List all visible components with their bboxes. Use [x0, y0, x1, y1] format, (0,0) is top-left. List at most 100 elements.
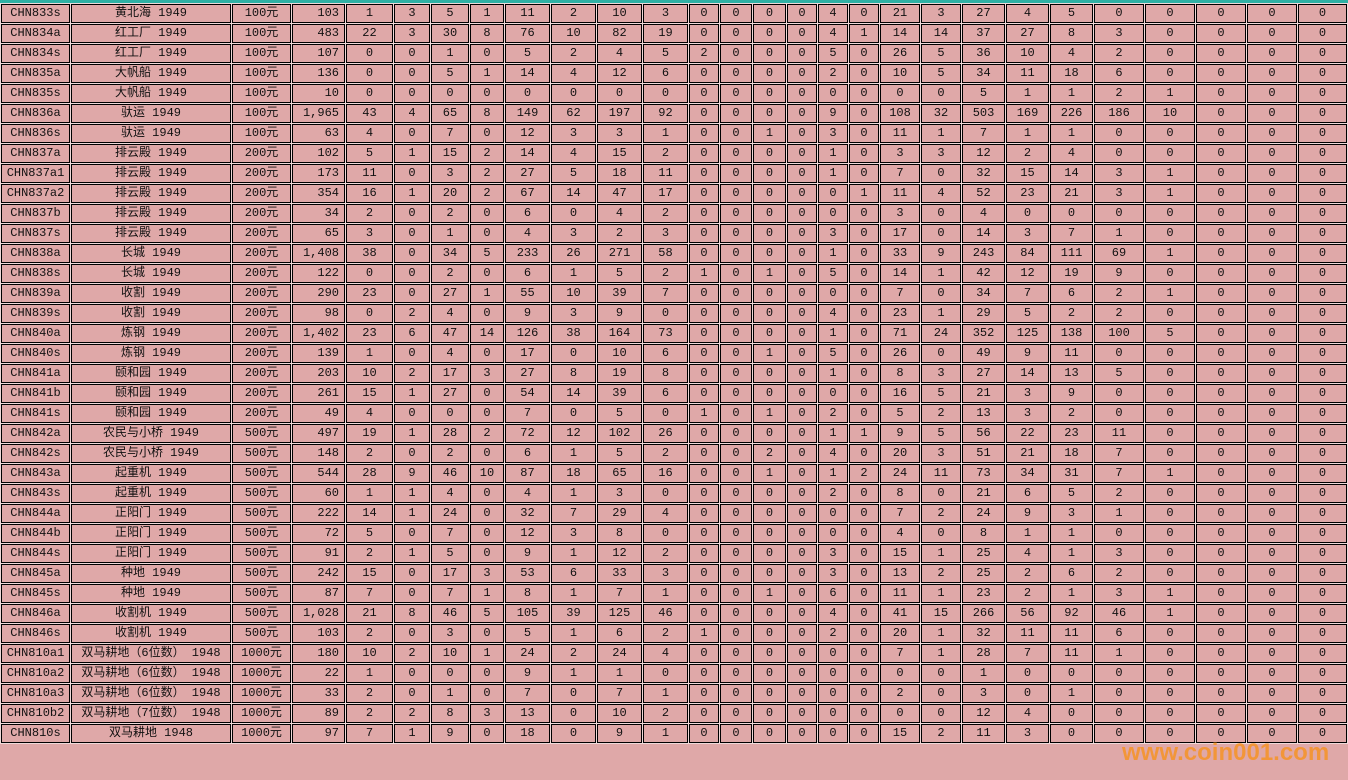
cell-grade-count: 0 — [551, 724, 596, 743]
cell-denomination: 200元 — [232, 184, 291, 203]
cell-grade-count: 65 — [597, 464, 642, 483]
cell-grade-count: 0 — [1094, 684, 1144, 703]
cell-grade-count: 2 — [1006, 564, 1049, 583]
cell-grade-count: 0 — [753, 104, 786, 123]
cell-total-count: 222 — [292, 504, 345, 523]
cell-grade-count: 0 — [1145, 544, 1195, 563]
cell-grade-count: 0 — [1298, 504, 1347, 523]
cell-grade-count: 14 — [551, 384, 596, 403]
cell-total-count: 242 — [292, 564, 345, 583]
cell-grade-count: 26 — [880, 44, 920, 63]
cell-catalog-number: CHN838a — [1, 244, 70, 263]
cell-total-count: 1,965 — [292, 104, 345, 123]
cell-grade-count: 29 — [597, 504, 642, 523]
cell-grade-count: 0 — [689, 144, 719, 163]
cell-name-year: 大帆船 1949 — [71, 64, 231, 83]
cell-grade-count: 0 — [849, 324, 879, 343]
cell-grade-count: 6 — [1094, 64, 1144, 83]
cell-grade-count: 0 — [643, 484, 688, 503]
cell-grade-count: 1 — [1050, 124, 1093, 143]
cell-grade-count: 27 — [505, 364, 550, 383]
cell-grade-count: 55 — [505, 284, 550, 303]
cell-grade-count: 1 — [1094, 644, 1144, 663]
cell-grade-count: 7 — [880, 504, 920, 523]
cell-grade-count: 1 — [394, 484, 430, 503]
banknote-price-table: CHN833s 黄北海 1949 100元 103 1 3 5 1 11 2 10 3 0 0 0 0 4 0 21… — [0, 3, 1348, 744]
cell-grade-count: 0 — [689, 384, 719, 403]
cell-grade-count: 2 — [921, 504, 961, 523]
cell-name-year: 正阳门 1949 — [71, 524, 231, 543]
cell-grade-count: 0 — [470, 484, 504, 503]
cell-grade-count: 0 — [470, 444, 504, 463]
cell-grade-count: 6 — [643, 344, 688, 363]
cell-grade-count: 1 — [849, 184, 879, 203]
cell-denomination: 100元 — [232, 124, 291, 143]
cell-grade-count: 2 — [849, 464, 879, 483]
cell-grade-count: 0 — [1145, 364, 1195, 383]
cell-grade-count: 0 — [470, 664, 504, 683]
cell-total-count: 91 — [292, 544, 345, 563]
cell-grade-count: 1 — [689, 404, 719, 423]
cell-grade-count: 9 — [1006, 344, 1049, 363]
cell-grade-count: 9 — [597, 724, 642, 743]
cell-grade-count: 2 — [346, 624, 393, 643]
cell-grade-count: 1 — [643, 684, 688, 703]
cell-grade-count: 23 — [962, 584, 1005, 603]
cell-grade-count: 0 — [1247, 44, 1297, 63]
cell-grade-count: 1 — [1145, 584, 1195, 603]
cell-grade-count: 0 — [753, 564, 786, 583]
cell-grade-count: 0 — [1247, 644, 1297, 663]
cell-grade-count: 46 — [431, 604, 469, 623]
cell-grade-count: 0 — [1247, 384, 1297, 403]
cell-grade-count: 0 — [1196, 724, 1246, 743]
cell-grade-count: 9 — [921, 244, 961, 263]
cell-grade-count: 1 — [818, 324, 848, 343]
cell-catalog-number: CHN844a — [1, 504, 70, 523]
cell-catalog-number: CHN839a — [1, 284, 70, 303]
cell-grade-count: 0 — [1196, 404, 1246, 423]
cell-catalog-number: CHN837a1 — [1, 164, 70, 183]
cell-grade-count: 1 — [643, 584, 688, 603]
table-row: CHN841s 颐和园 1949 200元 49 4 0 0 0 7 0 5 0 1 0 1 0 2 0 5 2 13 3… — [1, 404, 1347, 423]
cell-grade-count: 0 — [753, 684, 786, 703]
cell-grade-count: 1 — [849, 424, 879, 443]
cell-grade-count: 11 — [880, 124, 920, 143]
cell-grade-count: 5 — [921, 424, 961, 443]
cell-grade-count: 0 — [1145, 144, 1195, 163]
cell-grade-count: 22 — [1006, 424, 1049, 443]
cell-grade-count: 16 — [880, 384, 920, 403]
cell-grade-count: 5 — [880, 404, 920, 423]
cell-grade-count: 0 — [1196, 164, 1246, 183]
cell-grade-count: 33 — [597, 564, 642, 583]
cell-grade-count: 0 — [689, 324, 719, 343]
cell-grade-count: 226 — [1050, 104, 1093, 123]
cell-grade-count: 4 — [818, 24, 848, 43]
cell-grade-count: 72 — [505, 424, 550, 443]
cell-grade-count: 41 — [880, 604, 920, 623]
cell-grade-count: 126 — [505, 324, 550, 343]
cell-grade-count: 0 — [787, 184, 817, 203]
cell-grade-count: 34 — [962, 64, 1005, 83]
cell-grade-count: 1 — [1050, 684, 1093, 703]
cell-grade-count: 0 — [597, 84, 642, 103]
cell-grade-count: 3 — [551, 124, 596, 143]
cell-grade-count: 0 — [1145, 4, 1195, 23]
cell-grade-count: 0 — [346, 264, 393, 283]
cell-denomination: 200元 — [232, 304, 291, 323]
cell-name-year: 收割 1949 — [71, 284, 231, 303]
cell-grade-count: 26 — [551, 244, 596, 263]
cell-grade-count: 7 — [880, 284, 920, 303]
cell-grade-count: 0 — [1298, 444, 1347, 463]
cell-grade-count: 18 — [1050, 444, 1093, 463]
cell-grade-count: 20 — [431, 184, 469, 203]
cell-grade-count: 3 — [597, 484, 642, 503]
cell-grade-count: 24 — [962, 504, 1005, 523]
cell-name-year: 种地 1949 — [71, 564, 231, 583]
cell-grade-count: 3 — [1094, 584, 1144, 603]
table-row: CHN845s 种地 1949 500元 87 7 0 7 1 8 1 7 1 0 0 1 0 6 0 11 1 23 2… — [1, 584, 1347, 603]
cell-grade-count: 0 — [921, 524, 961, 543]
cell-grade-count: 0 — [1247, 4, 1297, 23]
cell-catalog-number: CHN834s — [1, 44, 70, 63]
cell-grade-count: 0 — [720, 444, 752, 463]
cell-grade-count: 39 — [597, 284, 642, 303]
